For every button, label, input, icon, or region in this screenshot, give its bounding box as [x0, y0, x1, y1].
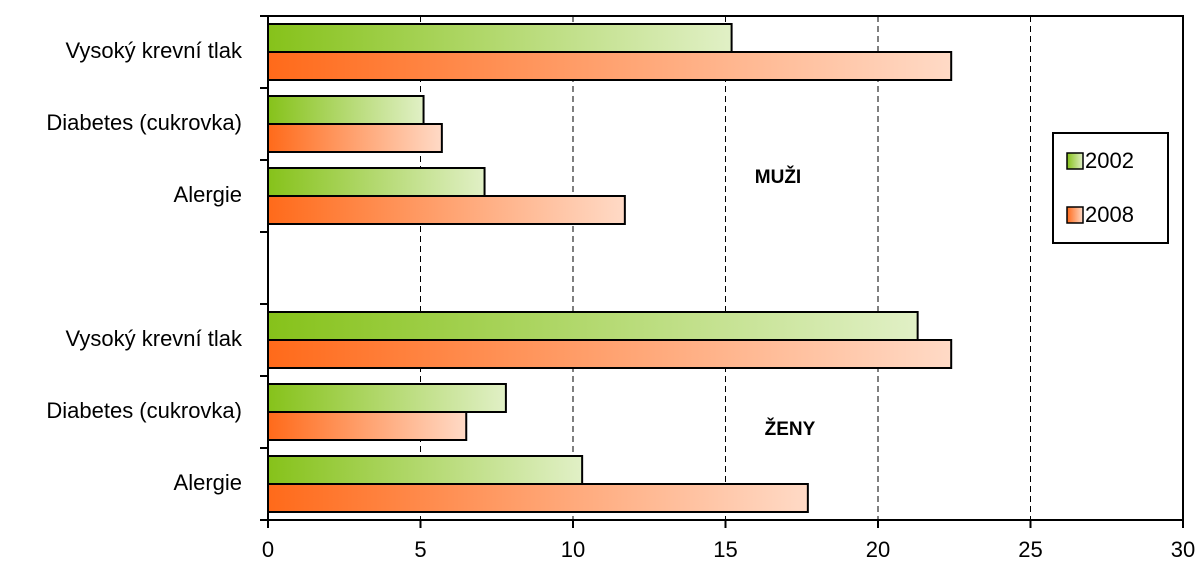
y-tick-label: Alergie: [174, 182, 242, 207]
legend-swatch: [1066, 152, 1084, 170]
bar: [267, 167, 486, 197]
legend-swatch: [1066, 206, 1084, 224]
x-tick-label: 10: [561, 537, 585, 562]
bar: [267, 95, 425, 125]
bar: [267, 311, 919, 341]
y-tick-label: Diabetes (cukrovka): [46, 398, 242, 423]
y-tick-label: Diabetes (cukrovka): [46, 110, 242, 135]
bar: [267, 483, 809, 513]
legend-box: [1052, 132, 1169, 244]
y-tick-label: Alergie: [174, 470, 242, 495]
bar: [267, 339, 953, 369]
bar: [267, 123, 443, 153]
x-tick-label: 25: [1018, 537, 1042, 562]
plot-frame: [267, 15, 1184, 521]
bar: [267, 23, 733, 53]
y-tick-label: Vysoký krevní tlak: [66, 326, 243, 351]
bar: [267, 383, 507, 413]
x-tick-label: 0: [262, 537, 274, 562]
x-tick-label: 15: [713, 537, 737, 562]
annotation: MUŽI: [755, 166, 801, 188]
legend-label: 2008: [1085, 202, 1134, 227]
x-tick-label: 30: [1171, 537, 1195, 562]
y-tick-label: Vysoký krevní tlak: [66, 38, 243, 63]
legend-label: 2002: [1085, 148, 1134, 173]
annotation: ŽENY: [765, 418, 816, 440]
bar: [267, 195, 626, 225]
bar: [267, 411, 468, 441]
bar: [267, 455, 584, 485]
x-tick-label: 20: [866, 537, 890, 562]
x-tick-label: 5: [414, 537, 426, 562]
bar: [267, 51, 953, 81]
